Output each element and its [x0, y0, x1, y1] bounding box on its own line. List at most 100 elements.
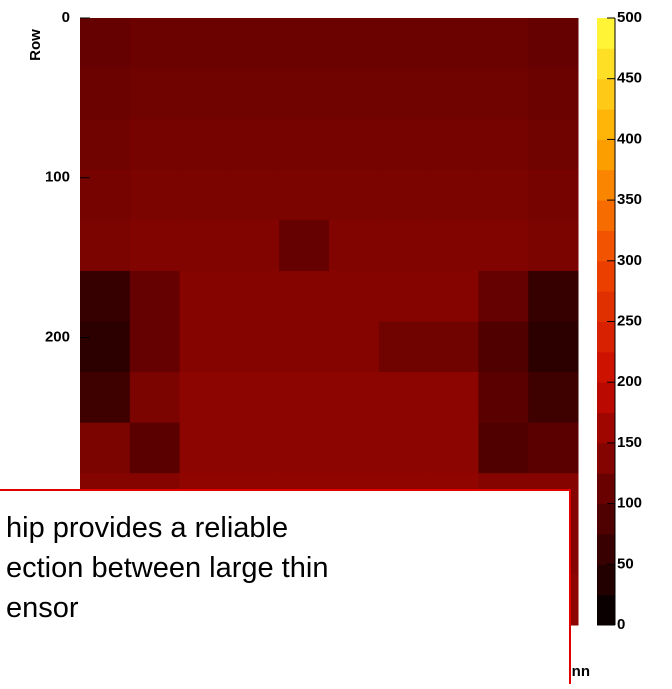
heatmap-cell [179, 119, 230, 171]
colorbar-tick-label: 300 [617, 252, 642, 269]
heatmap-cell [279, 119, 330, 171]
heatmap-cell [229, 119, 280, 171]
heatmap-cell [329, 169, 380, 221]
heatmap-cell [229, 321, 280, 373]
heatmap-cell [329, 372, 380, 424]
heatmap-cell [80, 372, 131, 424]
annotation-line: hip provides a reliable [6, 512, 288, 544]
heatmap-cell [80, 220, 131, 272]
heatmap-cell [378, 270, 430, 322]
colorbar-tick-label: 450 [617, 70, 642, 87]
colorbar-tick-label: 100 [617, 495, 642, 512]
heatmap-cell [378, 372, 430, 424]
heatmap-cell [478, 422, 529, 474]
heatmap-cell [80, 119, 131, 171]
heatmap-cell [179, 68, 230, 120]
heatmap-cell [428, 18, 479, 70]
heatmap-cell [329, 220, 380, 272]
heatmap-cell [478, 68, 529, 120]
colorbar-segment [597, 260, 615, 292]
y-tick-label: 100 [45, 169, 70, 186]
heatmap-cell [329, 18, 380, 70]
heatmap-cell [478, 169, 529, 221]
colorbar-segment [597, 351, 615, 383]
annotation-line: ection between large thin [6, 552, 328, 584]
heatmap-cell [229, 372, 280, 424]
heatmap-cell [378, 169, 430, 221]
heatmap-cell [428, 372, 479, 424]
colorbar-tick-label: 500 [617, 9, 642, 26]
heatmap-cell [179, 321, 230, 373]
heatmap-cell [229, 169, 280, 221]
heatmap-cell [428, 119, 479, 171]
heatmap-cell [279, 220, 330, 272]
heatmap-cell [129, 119, 181, 171]
colorbar-segment [597, 533, 615, 565]
heatmap-cell [229, 68, 280, 120]
heatmap-cell [528, 220, 579, 272]
heatmap-cell [478, 321, 529, 373]
colorbar-segment [597, 109, 615, 140]
heatmap-cell [378, 422, 430, 474]
heatmap-cell [329, 422, 380, 474]
colorbar-segment [597, 78, 615, 110]
heatmap-cell [229, 270, 280, 322]
heatmap-cell [129, 270, 181, 322]
annotation-line: ensor [6, 592, 79, 624]
heatmap-cell [279, 68, 330, 120]
colorbar-segment [597, 169, 615, 201]
heatmap-cell [129, 220, 181, 272]
heatmap-cell [80, 321, 131, 373]
colorbar-segment [597, 412, 615, 444]
heatmap-cell [179, 422, 230, 474]
heatmap-cell [428, 270, 479, 322]
heatmap-cell [378, 220, 430, 272]
heatmap-cell [528, 321, 579, 373]
heatmap-cell [378, 68, 430, 120]
y-tick-label: 200 [45, 328, 70, 345]
colorbar-tick-label: 150 [617, 434, 642, 451]
heatmap-cell [179, 169, 230, 221]
heatmap-cell [378, 119, 430, 171]
colorbar-segment [597, 139, 615, 171]
heatmap-cell [129, 422, 181, 474]
heatmap-cell [329, 270, 380, 322]
heatmap-cell [279, 18, 330, 70]
heatmap-cell [179, 18, 230, 70]
heatmap-cell [179, 270, 230, 322]
colorbar-segment [597, 442, 615, 474]
heatmap-cell [528, 372, 579, 424]
colorbar-segment [597, 382, 615, 414]
heatmap-cell [179, 220, 230, 272]
heatmap-cell [80, 18, 131, 70]
annotation-box [0, 489, 571, 689]
colorbar-segment [597, 291, 615, 322]
heatmap-cell [528, 169, 579, 221]
heatmap-cell [478, 18, 529, 70]
colorbar-segment [597, 200, 615, 231]
colorbar-tick-label: 50 [617, 555, 634, 572]
heatmap-cell [428, 169, 479, 221]
colorbar-tick-label: 200 [617, 373, 642, 390]
heatmap-cell [478, 220, 529, 272]
heatmap-cell [428, 220, 479, 272]
x-axis-label: nn [572, 663, 590, 680]
heatmap-cell [129, 321, 181, 373]
heatmap-cell [129, 372, 181, 424]
heatmap-cell [129, 68, 181, 120]
heatmap-cell [478, 270, 529, 322]
colorbar-tick-label: 400 [617, 130, 642, 147]
heatmap-cell [528, 422, 579, 474]
heatmap-cell [129, 18, 181, 70]
heatmap-cell [528, 119, 579, 171]
heatmap-cell [329, 119, 380, 171]
heatmap-cell [378, 321, 430, 373]
heatmap-cell [279, 169, 330, 221]
heatmap-cell [229, 422, 280, 474]
heatmap-cell [428, 321, 479, 373]
heatmap-cell [80, 422, 131, 474]
heatmap-cell [428, 68, 479, 120]
colorbar-tick-label: 0 [617, 616, 625, 633]
heatmap-cell [478, 372, 529, 424]
